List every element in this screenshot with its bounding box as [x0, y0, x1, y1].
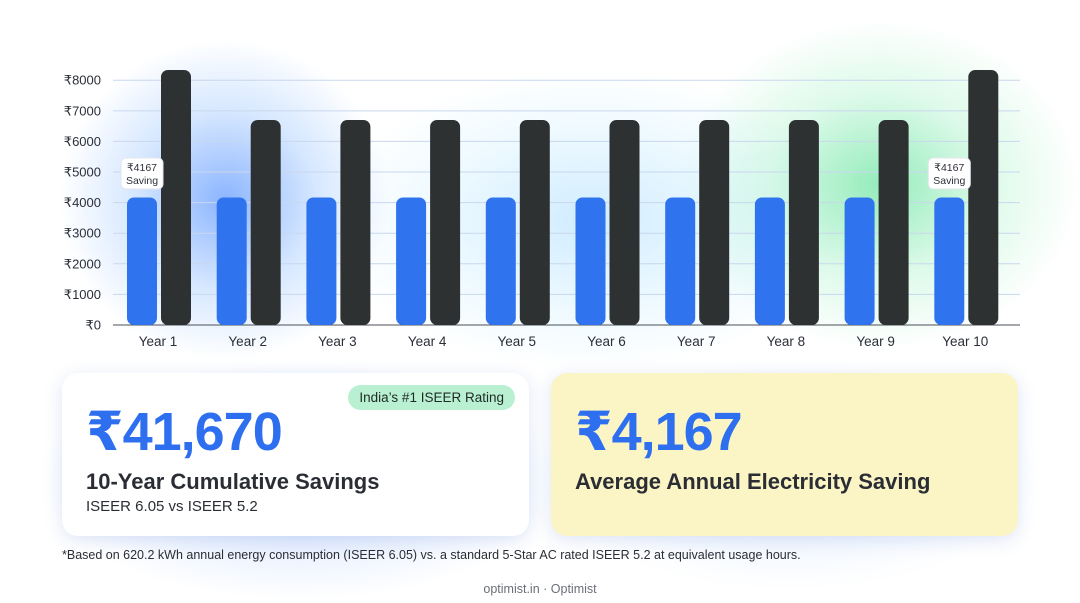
savings-bar — [396, 197, 427, 325]
x-tick-label: Year 6 — [587, 334, 626, 349]
x-tick-label: Year 5 — [498, 334, 537, 349]
cumulative-savings-card: India’s #1 ISEER Rating ₹41,670 10-Year … — [62, 373, 529, 536]
comparison-bar — [968, 70, 999, 325]
comparison-bar — [430, 119, 461, 325]
x-tick-label: Year 9 — [856, 334, 895, 349]
x-tick-label: Year 3 — [318, 334, 357, 349]
bar-chart: ₹0 ₹1000 ₹2000 ₹3000 ₹4000 ₹5000 ₹6000 ₹7000 ₹80… — [64, 70, 1020, 349]
comparison-bar — [250, 119, 281, 325]
comparison-bar — [161, 70, 191, 325]
savings-bar — [665, 197, 696, 325]
footer-credit: optimist.in · Optimist — [483, 582, 597, 596]
savings-bar — [754, 197, 785, 325]
comparison-bar — [699, 119, 730, 325]
y-tick-label: ₹8000 — [64, 73, 101, 88]
saving-callout — [927, 157, 971, 190]
y-tick-label: ₹2000 — [64, 256, 101, 271]
comparison-bar — [788, 119, 819, 325]
savings-bar — [216, 197, 247, 325]
saving-callout-value: ₹4167 — [127, 162, 157, 174]
cumulative-savings-title: 10-Year Cumulative Savings — [86, 469, 380, 494]
savings-bar — [306, 197, 337, 325]
annual-saving-card: ₹4,167 Average Annual Electricity Saving — [551, 373, 1018, 536]
savings-bar — [934, 197, 965, 325]
x-tick-label: Year 8 — [767, 334, 806, 349]
saving-callout-value: ₹4167 — [934, 162, 964, 174]
annual-saving-title: Average Annual Electricity Saving — [575, 469, 931, 494]
cumulative-savings-subtitle: ISEER 6.05 vs ISEER 5.2 — [86, 498, 258, 515]
x-tick-label: Year 2 — [228, 334, 267, 349]
cumulative-savings-value: ₹41,670 — [86, 402, 283, 462]
footnote: *Based on 620.2 kWh annual energy consum… — [62, 548, 801, 562]
comparison-bar — [609, 119, 640, 325]
x-tick-label: Year 4 — [408, 334, 447, 349]
x-tick-label: Year 1 — [139, 334, 178, 349]
y-tick-label: ₹1000 — [64, 287, 101, 302]
savings-bar — [127, 197, 157, 325]
y-tick-label: ₹6000 — [64, 134, 101, 149]
annual-saving-value: ₹4,167 — [575, 402, 743, 462]
savings-bar — [575, 197, 606, 325]
x-tick-label: Year 7 — [677, 334, 716, 349]
y-tick-label: ₹4000 — [64, 195, 101, 210]
saving-callout — [120, 157, 164, 190]
comparison-bar — [519, 119, 550, 325]
y-tick-label: ₹7000 — [64, 103, 101, 118]
y-tick-label: ₹0 — [85, 318, 101, 333]
savings-bar — [844, 197, 875, 325]
saving-callout-label: Saving — [933, 175, 965, 187]
y-tick-label: ₹3000 — [64, 226, 101, 241]
iseer-rating-badge: India’s #1 ISEER Rating — [348, 385, 515, 410]
y-tick-label: ₹5000 — [64, 165, 101, 180]
saving-callout-label: Saving — [126, 175, 158, 187]
comparison-bar — [878, 119, 909, 325]
x-tick-label: Year 10 — [942, 334, 988, 349]
comparison-bar — [340, 119, 371, 325]
savings-bar — [485, 197, 516, 325]
